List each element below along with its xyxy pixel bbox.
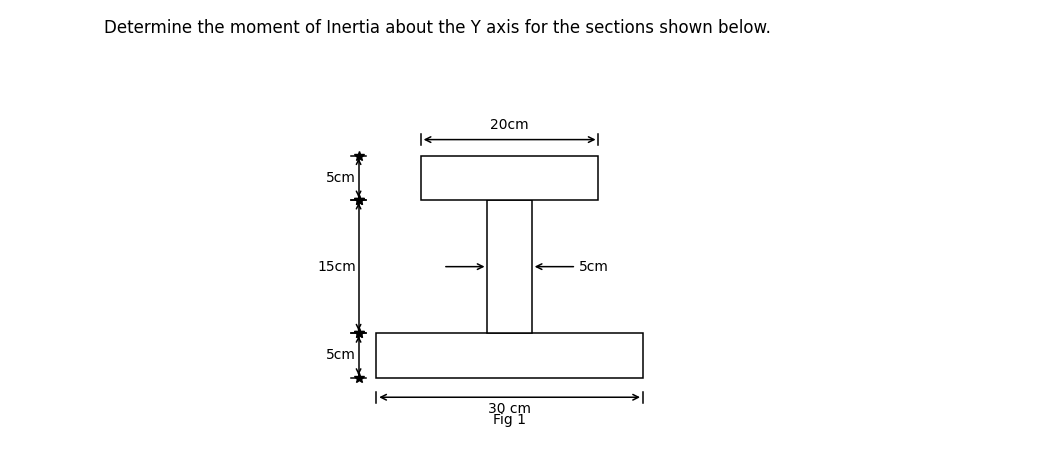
- Text: 5cm: 5cm: [579, 260, 609, 274]
- Text: Fig 1: Fig 1: [494, 413, 526, 427]
- Bar: [487, 200, 532, 333]
- Text: 5cm: 5cm: [326, 171, 356, 185]
- Text: 20cm: 20cm: [491, 119, 529, 133]
- Text: 15cm: 15cm: [317, 260, 356, 274]
- Text: Determine the moment of Inertia about the Y axis for the sections shown below.: Determine the moment of Inertia about th…: [104, 19, 770, 37]
- Bar: [376, 333, 643, 378]
- Bar: [421, 156, 598, 200]
- Text: 5cm: 5cm: [326, 348, 356, 362]
- Text: 30 cm: 30 cm: [488, 402, 531, 416]
